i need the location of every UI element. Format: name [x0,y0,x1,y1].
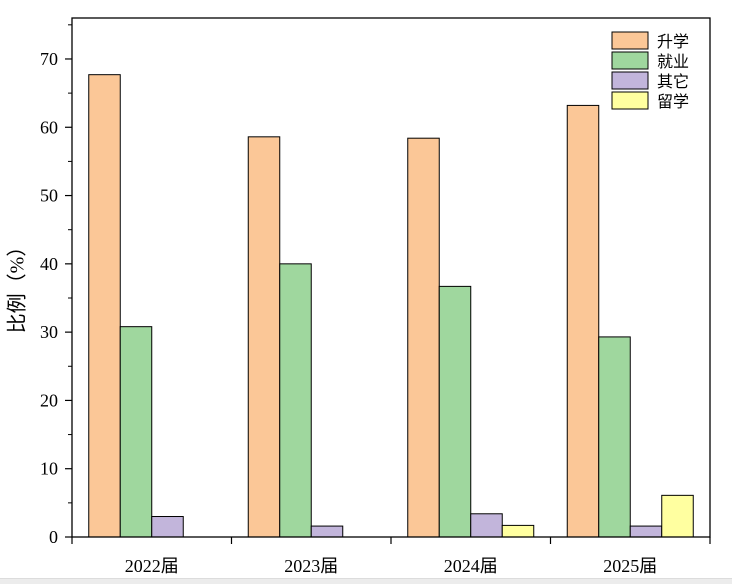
legend-label: 就业 [657,53,689,71]
y-axis-label: 比例（%） [6,237,29,334]
bar-series1-cat0 [119,326,153,538]
y-tick-label: 0 [49,527,58,547]
bar-series1-cat3 [598,336,631,538]
legend-label: 其它 [657,73,689,91]
y-tick-label: 40 [40,254,58,274]
bar-series2-cat2 [470,513,503,538]
y-tick-label: 50 [40,186,58,206]
x-tick-label: 2022届 [125,556,179,576]
y-axis: 0 10 20 30 40 50 60 70 [40,24,72,547]
y-tick-label: 70 [40,49,58,69]
x-tick-label: 2024届 [444,556,498,576]
y-tick-label: 60 [40,117,58,137]
legend-swatch [611,31,649,50]
bar-series3-cat3 [661,494,694,538]
legend-label: 升学 [657,33,689,51]
x-tick-label: 2023届 [284,556,338,576]
bar-series0-cat2 [407,137,440,538]
legend-swatch [611,51,649,70]
bar-series0-cat1 [247,136,281,538]
legend-label: 留学 [657,93,689,111]
bar-series1-cat1 [279,263,312,538]
legend-swatch [611,91,649,110]
y-tick-label: 10 [40,459,58,479]
y-tick-label: 30 [40,322,58,342]
bars [88,74,694,538]
bar-series2-cat0 [151,516,184,538]
window-bottom-edge [0,578,732,584]
x-tick-label: 2025届 [603,556,657,576]
bar-series2-cat3 [629,525,663,538]
bar-series3-cat2 [501,524,535,538]
bar-series2-cat1 [310,525,344,538]
bar-series1-cat2 [438,285,472,538]
x-axis: 2022届 2023届 2024届 2025届 [71,537,711,576]
bar-series0-cat3 [566,104,600,538]
bar-series0-cat0 [88,74,121,538]
y-tick-label: 20 [40,390,58,410]
legend-swatch [611,71,649,90]
